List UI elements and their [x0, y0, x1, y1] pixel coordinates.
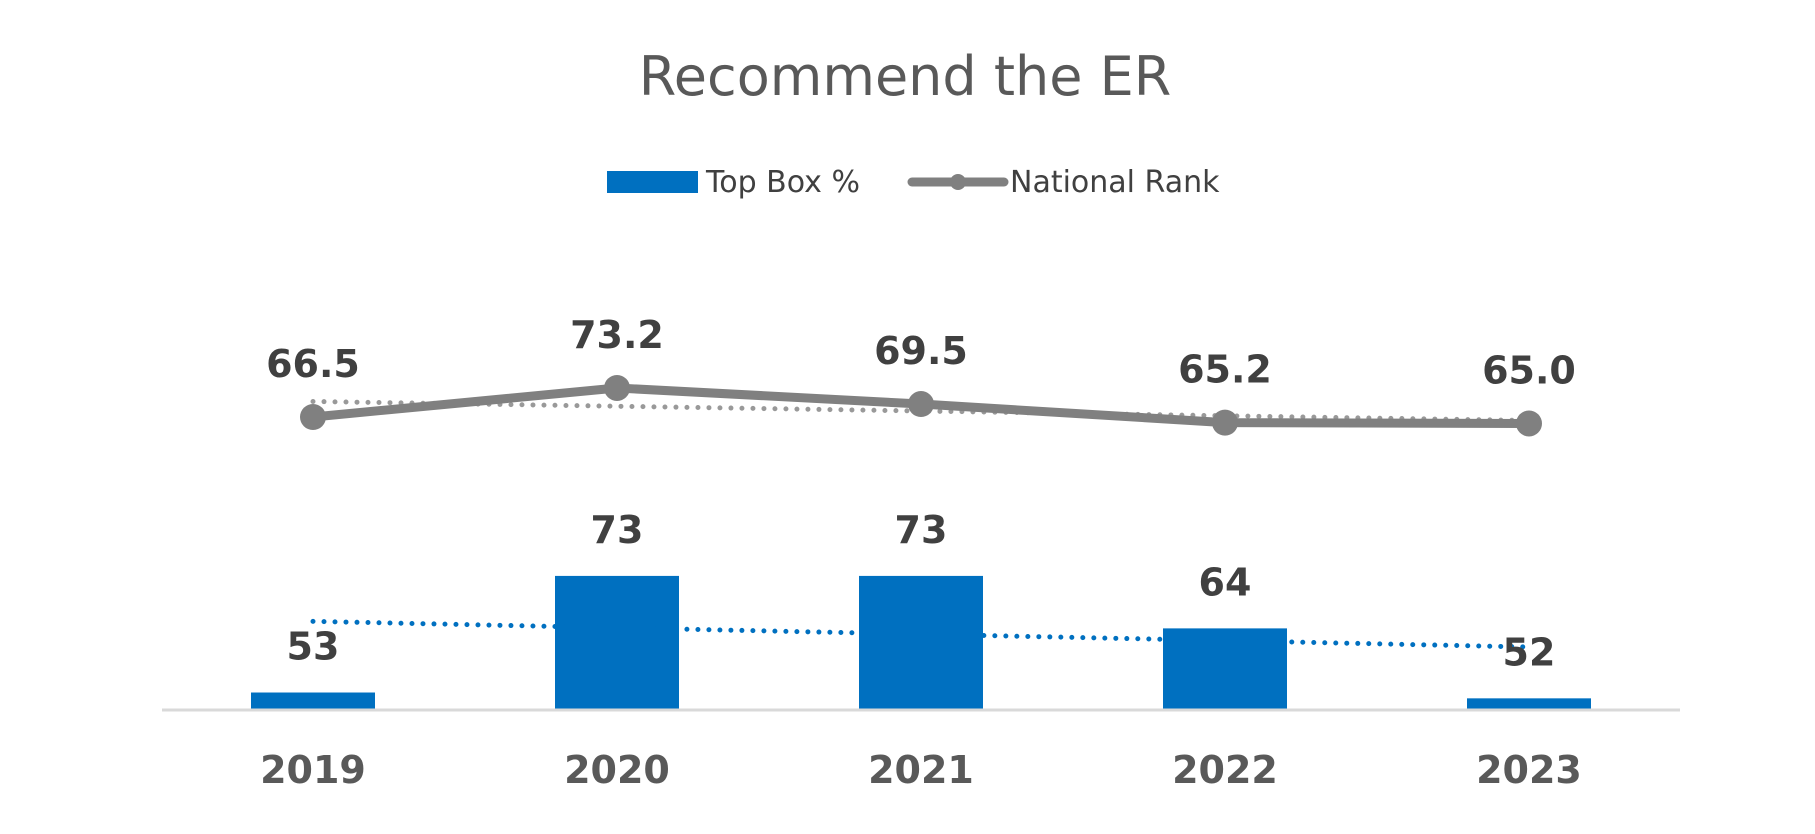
national-rank-label-2021: 69.5 [874, 329, 968, 373]
legend-marker-national-rank [950, 174, 966, 190]
trendline-top-box [310, 618, 1532, 650]
legend-label-top-box: Top Box % [705, 165, 860, 200]
x-tick-2020: 2020 [564, 748, 670, 792]
national-rank-point-2023 [1516, 410, 1542, 437]
chart-title: Recommend the ER [639, 45, 1172, 108]
line-series-national-rank [300, 374, 1542, 437]
trendline-national-rank-segment [310, 398, 1532, 424]
x-tick-2023: 2023 [1476, 748, 1582, 792]
national-rank-label-2022: 65.2 [1178, 348, 1272, 392]
x-tick-2021: 2021 [868, 748, 974, 792]
national-rank-label-2020: 73.2 [570, 313, 664, 357]
bar-2023 [1467, 698, 1591, 710]
data-labels: 66.5 73.2 69.5 65.2 65.0 53 73 73 64 52 [266, 313, 1576, 674]
bar-2020 [555, 575, 679, 710]
bar-2019 [251, 692, 375, 710]
top-box-label-2021: 73 [895, 508, 948, 552]
national-rank-point-2019 [300, 404, 326, 430]
legend-label-national-rank: National Rank [1010, 165, 1220, 200]
top-box-label-2019: 53 [287, 625, 340, 669]
bar-2021 [859, 575, 983, 710]
national-rank-point-2021 [908, 391, 934, 418]
top-box-label-2020: 73 [591, 508, 644, 552]
national-rank-label-2019: 66.5 [266, 342, 360, 386]
legend-swatch-top-box [607, 171, 698, 193]
trendline-national-rank [310, 398, 1532, 424]
national-rank-point-2022 [1212, 409, 1238, 436]
x-axis-ticks: 2019 2020 2021 2022 2023 [260, 748, 1582, 792]
x-tick-2019: 2019 [260, 748, 366, 792]
national-rank-label-2023: 65.0 [1482, 348, 1576, 392]
top-box-label-2023: 52 [1503, 630, 1556, 674]
trendline-top-box-segment [310, 618, 1532, 650]
national-rank-point-2020 [604, 374, 630, 401]
top-box-label-2022: 64 [1199, 560, 1252, 604]
x-tick-2022: 2022 [1172, 748, 1278, 792]
legend: Top Box % National Rank [607, 165, 1220, 200]
